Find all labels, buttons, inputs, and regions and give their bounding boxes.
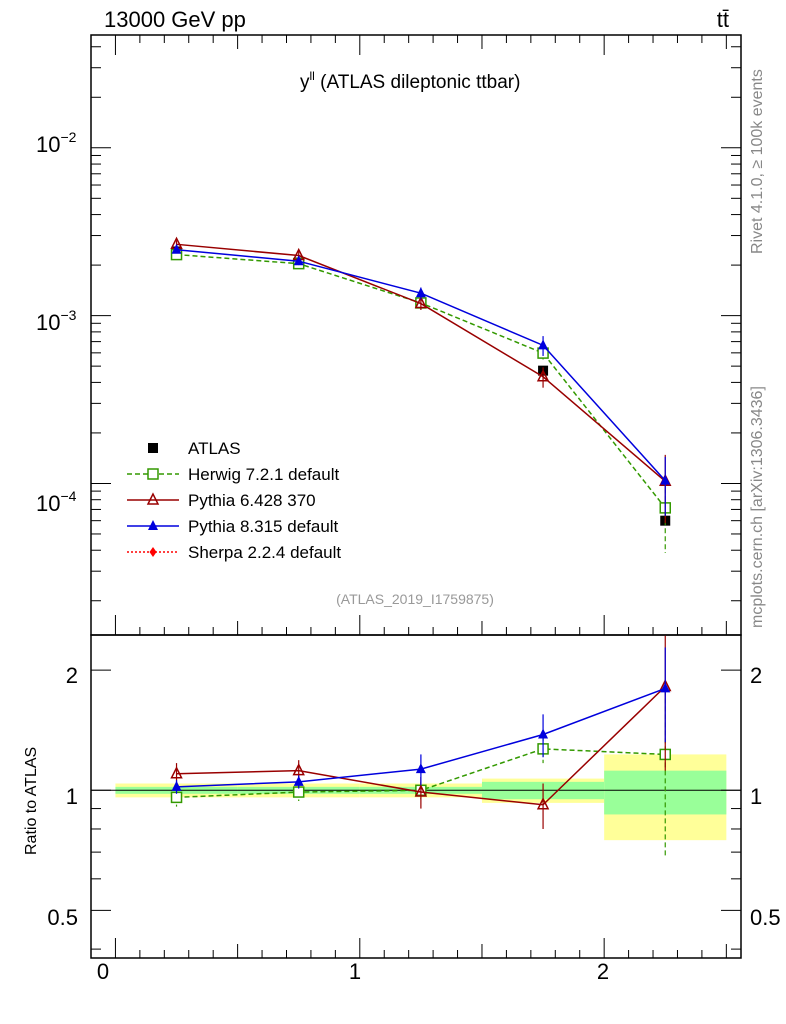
series-3-point (538, 339, 549, 350)
legend-marker-1 (147, 468, 159, 480)
ratio-ylabel: Ratio to ATLAS (23, 747, 40, 855)
series-2-ratio-point (414, 784, 428, 797)
title-sup: ll (310, 69, 315, 83)
header-right: tt̄ (717, 7, 729, 32)
header-left: 13000 GeV pp (104, 7, 246, 32)
series-2-point (536, 369, 550, 382)
ytick-ratio-05-left: 0.5 (47, 905, 78, 930)
series-1-ratio-point (170, 791, 183, 804)
ytick-main-3-exp: −4 (60, 488, 76, 504)
ytick-ratio-05-right: 0.5 (750, 905, 781, 930)
ytick-main-3-base: 10 (36, 491, 60, 516)
ytick-ratio-1-right: 1 (750, 784, 762, 809)
ytick-ratio-1-left: 1 (66, 784, 78, 809)
legend-marker-4 (149, 547, 157, 557)
series-3-point (415, 287, 426, 298)
series-3-ratio-point (660, 682, 671, 693)
ytick-main-1-base: 10 (36, 132, 60, 157)
series-2-line (176, 243, 666, 482)
title-main: y (300, 72, 310, 93)
legend: ATLAS Herwig 7.2.1 default Pythia 6.428 … (127, 439, 341, 562)
mcplots-label: mcplots.cern.ch [arXiv:1306.3436] (749, 386, 766, 628)
legend-label-herwig: Herwig 7.2.1 default (188, 465, 339, 484)
ytick-main-3: 10−4 (36, 488, 77, 516)
series-2-ratio-point (536, 797, 550, 810)
series-3-ratio-point (293, 775, 304, 786)
legend-marker-2 (146, 492, 160, 505)
series-2-ratio-point (170, 766, 183, 779)
legend-label-pythia6: Pythia 6.428 370 (188, 491, 316, 510)
series-3-point (171, 243, 182, 254)
xtick-2: 2 (597, 959, 609, 984)
ytick-main-1-exp: −2 (60, 129, 76, 145)
legend-label-pythia8: Pythia 8.315 default (188, 517, 339, 536)
plot-title: yll (ATLAS dileptonic ttbar) (300, 69, 520, 93)
ytick-main-2: 10−3 (36, 307, 77, 335)
series-3-ratio-point (415, 763, 426, 774)
ratio-band-inner (604, 770, 727, 815)
xtick-1: 1 (349, 959, 361, 984)
series-3-ratio-point (538, 728, 549, 739)
series-3-line (176, 248, 666, 482)
axis-ticks (91, 35, 741, 958)
ytick-ratio-2-left: 2 (66, 663, 78, 688)
series-3-point (293, 255, 304, 266)
ytick-ratio-2-right: 2 (750, 663, 762, 688)
legend-marker-0 (148, 443, 158, 453)
series-2-point (414, 295, 428, 309)
series-2-ratio-point (292, 762, 305, 776)
reference-label: (ATLAS_2019_I1759875) (336, 591, 494, 607)
ratio-series (170, 635, 672, 858)
ytick-main-1: 10−2 (36, 129, 77, 157)
main-series (170, 236, 672, 554)
ratio-frame (90, 634, 742, 959)
legend-label-sherpa: Sherpa 2.2.4 default (188, 543, 341, 562)
series-3-ratio-point (171, 780, 182, 791)
ytick-main-2-base: 10 (36, 310, 60, 335)
legend-marker-3 (148, 520, 158, 530)
rivet-label: Rivet 4.1.0, ≥ 100k events (749, 69, 766, 254)
xtick-0: 0 (97, 959, 109, 984)
ytick-main-2-exp: −3 (60, 307, 76, 323)
series-3-point (660, 474, 671, 485)
title-rest: (ATLAS dileptonic ttbar) (315, 72, 521, 93)
legend-label-atlas: ATLAS (188, 439, 241, 458)
